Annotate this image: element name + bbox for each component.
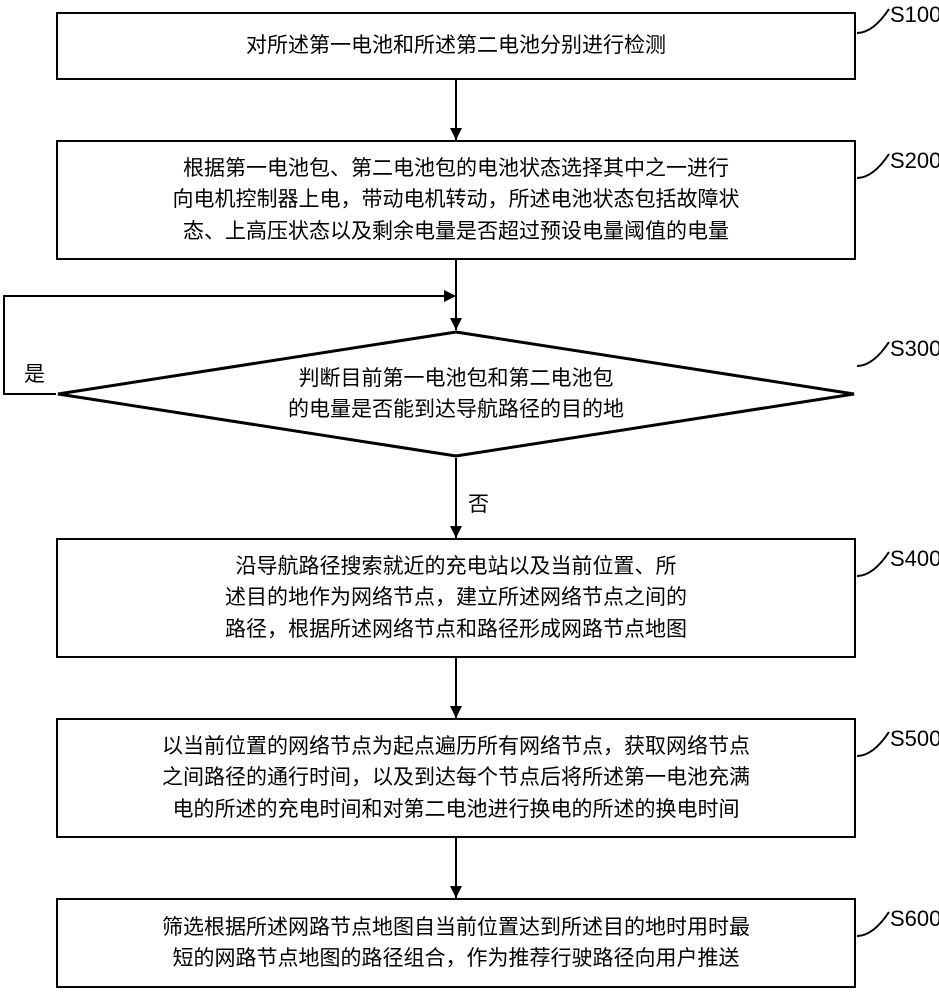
step-label-s100: S100 — [890, 2, 939, 28]
flow-node-s200: 根据第一电池包、第二电池包的电池状态选择其中之一进行向电机控制器上电，带动电机转… — [56, 140, 856, 260]
flow-node-text: 以当前位置的网络节点为起点遍历所有网络节点，获取网络节点之间路径的通行时间，以及… — [162, 731, 750, 826]
flow-node-text: 沿导航路径搜索就近的充电站以及当前位置、所述目的地作为网络节点，建立所述网络节点… — [225, 551, 687, 646]
flow-node-s600: 筛选根据所述网路节点地图自当前位置达到所述目的地时用时最短的网路节点地图的路径组… — [56, 898, 856, 988]
flow-node-text: 筛选根据所述网路节点地图自当前位置达到所述目的地时用时最短的网路节点地图的路径组… — [162, 912, 750, 975]
edge-label-yes: 是 — [24, 358, 45, 388]
step-label-s200: S200 — [890, 148, 939, 174]
step-label-s400: S400 — [890, 546, 939, 572]
step-label-s500: S500 — [890, 726, 939, 752]
flow-node-s500: 以当前位置的网络节点为起点遍历所有网络节点，获取网络节点之间路径的通行时间，以及… — [56, 718, 856, 838]
step-label-s300: S300 — [890, 336, 939, 362]
flow-node-text: 对所述第一电池和所述第二电池分别进行检测 — [246, 30, 666, 62]
step-label-s600: S600 — [890, 906, 939, 932]
edge-label: 否 — [468, 488, 489, 518]
flow-node-text: 根据第一电池包、第二电池包的电池状态选择其中之一进行向电机控制器上电，带动电机转… — [173, 153, 740, 248]
flow-node-s400: 沿导航路径搜索就近的充电站以及当前位置、所述目的地作为网络节点，建立所述网络节点… — [56, 538, 856, 658]
